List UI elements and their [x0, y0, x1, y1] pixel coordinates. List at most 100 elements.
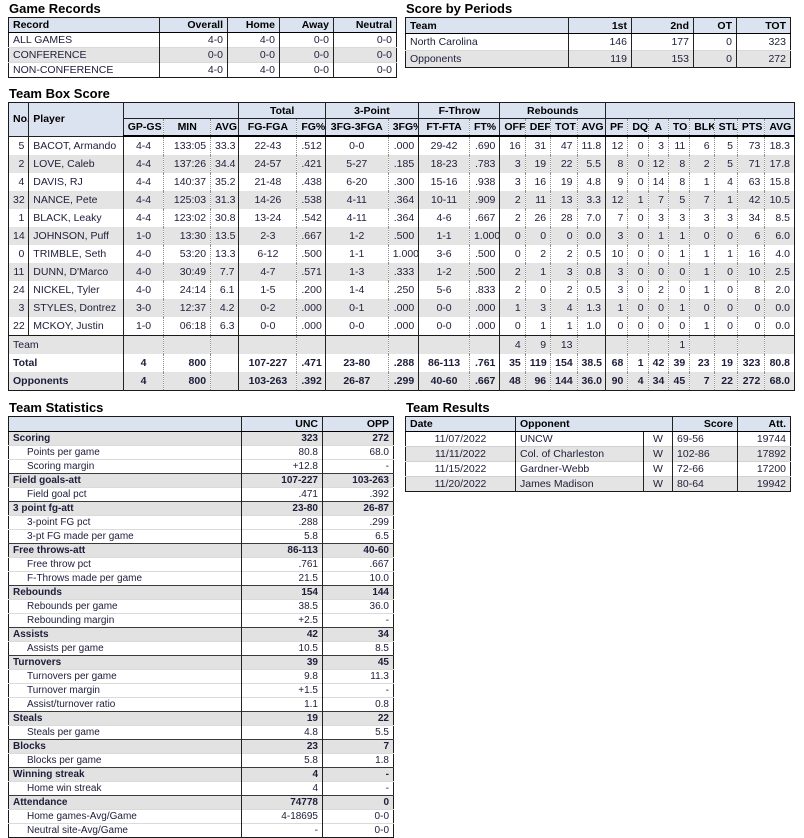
column-header: Team — [405, 17, 569, 34]
row-label-cell: Opponents — [13, 375, 69, 387]
stat-label: Assist/turnover ratio — [8, 697, 242, 712]
cell: 4-0 — [122, 245, 164, 263]
cell: 0-0 — [333, 32, 397, 48]
cell: NON-CONFERENCE — [8, 62, 160, 78]
stat-opp: - — [322, 767, 394, 782]
player-row: 14 JOHNSON, Puff 1-0 13:30 13.5 2-3.667 1-2.50… — [8, 227, 795, 245]
cell: 4 — [499, 335, 526, 354]
cell: 119 — [524, 354, 551, 372]
cell: 2-3 — [238, 227, 297, 245]
column-header: 1st — [568, 17, 632, 34]
cell: 0-0 — [333, 62, 397, 78]
cell: 19744 — [737, 431, 791, 447]
cell: 0 — [627, 155, 649, 173]
stat-unc: 80.8 — [241, 445, 323, 460]
cell: 1 — [689, 173, 715, 191]
cell: .300 — [387, 173, 419, 191]
stat-row: Home win streak 4- — [8, 781, 394, 796]
period-row: North Carolina 146 177 0 323 — [405, 33, 791, 51]
cell: 11 — [524, 191, 551, 209]
stat-label: Steals — [8, 711, 242, 726]
cell: ALL GAMES — [8, 32, 160, 48]
cell: 6.3 — [210, 317, 239, 336]
stat-row: Points per game 80.8 68.0 — [8, 445, 394, 460]
cell: 2.5 — [764, 263, 795, 281]
cell: 0 — [713, 263, 738, 281]
cell: 4-0 — [122, 263, 164, 281]
result-row: 11/07/2022 UNCW W 69-56 19744 — [405, 431, 791, 447]
stat-row: Turnover margin +1.5- — [8, 683, 394, 698]
column-header: AVG — [210, 118, 239, 137]
cell: 4-7 — [238, 263, 297, 281]
stat-opp: 144 — [322, 585, 394, 600]
cell: 42 — [736, 191, 765, 209]
cell: 0 — [604, 317, 628, 336]
cell: 7.0 — [576, 209, 606, 227]
cell: 13-24 — [238, 209, 297, 227]
cell: 2 — [524, 245, 551, 263]
stat-row: Winning streak 4- — [8, 767, 394, 782]
record-row: CONFERENCE 0-0 0-0 0-0 0-0 — [8, 47, 397, 63]
cell: 0.5 — [576, 245, 606, 263]
cell — [122, 335, 164, 354]
cell: 1 — [689, 245, 715, 263]
cell: 80.8 — [764, 354, 795, 372]
stat-row: Field goal pct .471.392 — [8, 487, 394, 502]
cell: 1.000 — [387, 245, 419, 263]
stat-unc: 39 — [241, 655, 323, 670]
cell: 11/11/2022 — [405, 446, 516, 462]
cell: 1 — [550, 317, 578, 336]
stat-row: Rebounding margin +2.5- — [8, 613, 394, 628]
cell: 144 — [550, 372, 578, 391]
stat-unc: 4-18695 — [241, 809, 323, 824]
stat-row: Field goals-att 107-227 103-263 — [8, 473, 394, 488]
stat-label: Assists per game — [8, 641, 242, 656]
cell: 323 — [736, 33, 791, 51]
column-header: TOT — [550, 118, 578, 137]
stat-unc: 4 — [241, 781, 323, 796]
team-results-title: Team Results — [406, 400, 490, 415]
score-by-periods-title: Score by Periods — [406, 1, 513, 16]
cell: 22 — [550, 155, 578, 173]
cell — [713, 335, 738, 354]
cell: 0 — [499, 227, 526, 245]
cell: .438 — [296, 173, 326, 191]
stat-row: Rebounds per game 38.5 36.0 — [8, 599, 394, 614]
cell: 0-0 — [238, 317, 297, 336]
stat-row: Assist/turnover ratio 1.1 0.8 — [8, 697, 394, 712]
cell: 0 — [689, 227, 715, 245]
cell: 0 — [647, 299, 669, 317]
cell: 6 — [689, 136, 715, 155]
cell: 0 — [689, 299, 715, 317]
score-by-periods-section: Score by Periods Team 1st 2nd OT TOT North Ca… — [405, 1, 791, 68]
stat-unc: +1.5 — [241, 683, 323, 698]
cell: 1 — [499, 299, 526, 317]
cell: 48 — [499, 372, 526, 391]
cell — [163, 335, 211, 354]
cell: 5-6 — [418, 281, 470, 299]
cell: .938 — [468, 173, 500, 191]
cell: 1-2 — [324, 227, 389, 245]
column-header: FG% — [296, 118, 326, 137]
cell: W — [642, 446, 673, 462]
group-header: F-Throw — [418, 102, 500, 119]
stat-unc: +12.8 — [241, 459, 323, 474]
stat-opp: 26-87 — [322, 501, 394, 516]
cell: 3 — [667, 209, 690, 227]
cell: 10 — [736, 263, 765, 281]
cell: 154 — [550, 354, 578, 372]
stat-opp: 36.0 — [322, 599, 394, 614]
row-label-cell: Total — [13, 357, 38, 369]
cell: 0 — [627, 227, 649, 245]
column-header: Neutral — [333, 17, 397, 33]
stat-row: Scoring 323 272 — [8, 431, 394, 446]
cell: 11/07/2022 — [405, 431, 516, 447]
player-row: 11 DUNN, D'Marco 4-0 30:49 7.7 4-7.571 1-3.333… — [8, 263, 795, 281]
cell: 24-57 — [238, 155, 297, 173]
stat-opp: 45 — [322, 655, 394, 670]
cell: 0 — [713, 281, 738, 299]
cell: 24 — [13, 284, 25, 296]
cell: .783 — [468, 155, 500, 173]
cell: 0 — [667, 317, 690, 336]
stat-row: Free throws-att 86-113 40-60 — [8, 543, 394, 558]
